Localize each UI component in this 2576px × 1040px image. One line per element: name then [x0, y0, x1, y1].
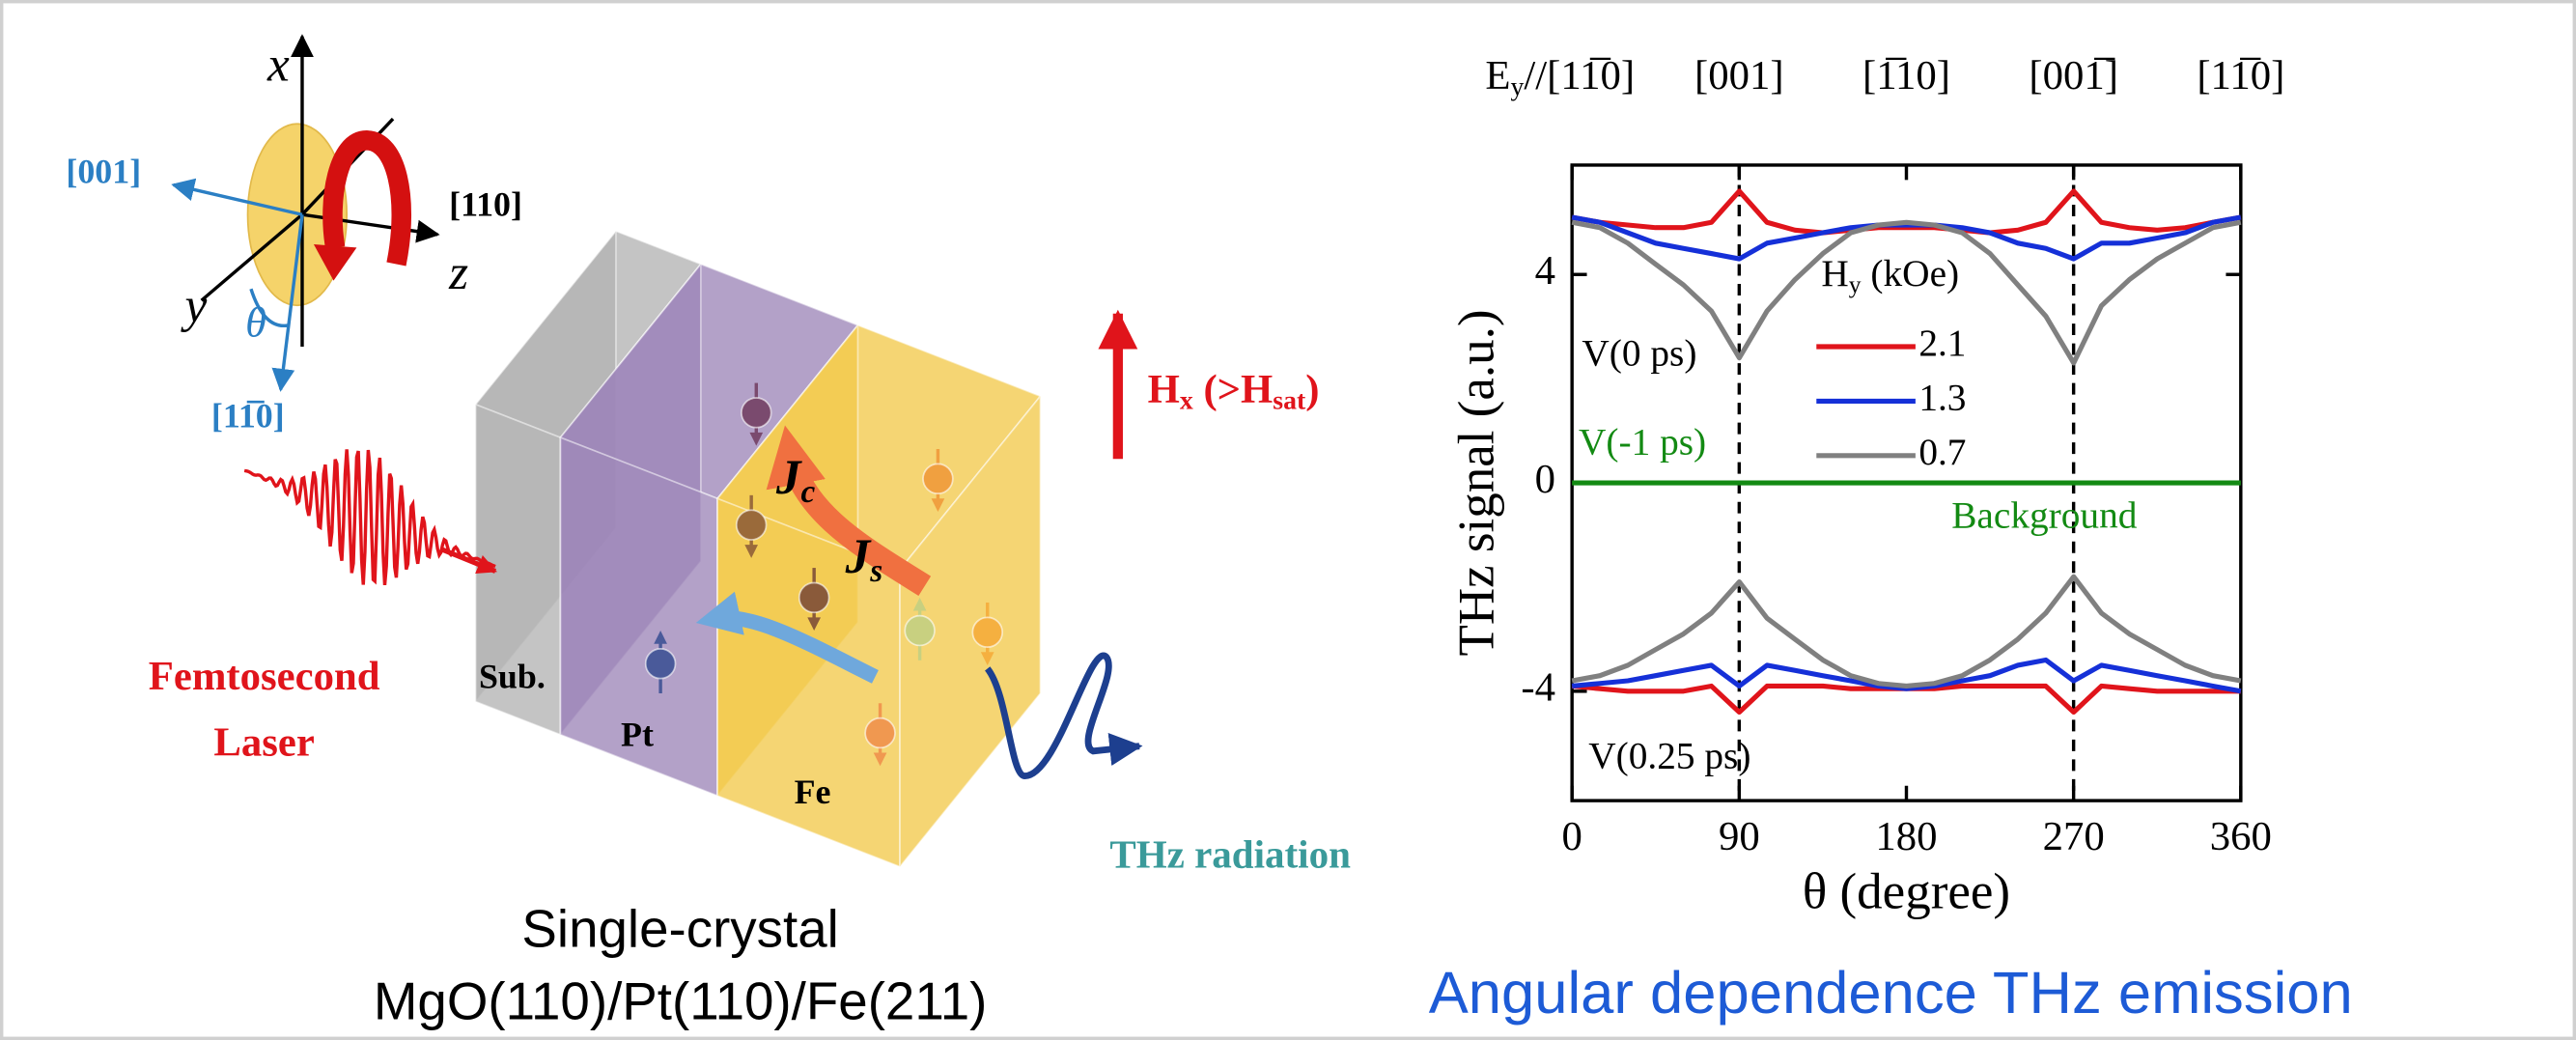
slide: x y z θ [001] [110] [11̅0] Femtosecond Laser Sub.… — [0, 0, 2576, 1040]
legend-title-part: H — [1821, 252, 1848, 295]
field-label-part: H — [1148, 367, 1180, 412]
current-label-part: J — [845, 529, 872, 584]
field-label-part: ) — [1305, 367, 1319, 412]
x-tick-label: 0 — [1561, 814, 1582, 859]
annotation: V(-1 ps) — [1579, 421, 1706, 464]
page: { "diagram": { "axes": {"x": "x", "y": "… — [0, 0, 2576, 1040]
x-axis-label: θ (degree) — [1803, 863, 2010, 919]
y-axis-label: THz signal (a.u.) — [1448, 310, 1504, 657]
x2-tick-label: [1̅10] — [1862, 53, 1950, 98]
layer-label: Sub. — [479, 658, 546, 696]
laser-label: Femtosecond — [149, 654, 380, 699]
annotation: V(0 ps) — [1582, 331, 1696, 374]
field-label-part: sat — [1273, 386, 1306, 416]
laser-label: Laser — [213, 720, 314, 766]
direction-label: [110] — [449, 185, 522, 224]
spin — [972, 617, 1002, 647]
legend-title-part: (kOe) — [1862, 252, 1960, 295]
y-tick-label: -4 — [1521, 665, 1555, 711]
spin — [799, 582, 829, 612]
legend-title: Hy (kOe) — [1821, 252, 1959, 298]
x2-tick-label-part: y — [1511, 72, 1525, 102]
direction-label: [001] — [66, 152, 141, 190]
radiation-label: THz radiation — [1109, 831, 1351, 876]
spin — [646, 649, 676, 679]
legend-label: 2.1 — [1918, 322, 1966, 364]
spin — [742, 398, 771, 428]
caption: Single-crystal — [521, 898, 838, 958]
axis-label: y — [181, 278, 208, 333]
x-tick-label: 180 — [1875, 814, 1937, 859]
y-tick-label: 4 — [1535, 248, 1555, 294]
annotation: V(0.25 ps) — [1588, 734, 1750, 776]
legend-label: 0.7 — [1918, 431, 1966, 473]
spin — [865, 718, 895, 748]
x2-tick-label: [11̅0] — [2197, 53, 2284, 98]
x-tick-label: 90 — [1719, 814, 1760, 859]
x2-tick-label-part: E — [1485, 53, 1510, 98]
baseline-label: Background — [1951, 494, 2138, 537]
direction-label: [11̅0] — [211, 396, 285, 435]
y-tick-label: 0 — [1535, 457, 1555, 502]
x2-tick-label: [001̅] — [2029, 53, 2118, 98]
axis-label: z — [448, 245, 468, 300]
layer-label: Fe — [795, 773, 831, 811]
field-label-part: x — [1180, 386, 1193, 416]
x2-tick-label: [001] — [1694, 53, 1784, 98]
caption: Angular dependence THz emission — [1429, 960, 2353, 1026]
caption: MgO(110)/Pt(110)/Fe(211) — [374, 971, 988, 1031]
x-tick-label: 270 — [2043, 814, 2105, 859]
angle-label: θ — [245, 298, 266, 347]
spin — [905, 616, 935, 646]
current-label-part: c — [800, 474, 815, 510]
layer-label: Pt — [621, 715, 654, 753]
legend-title-part: y — [1849, 270, 1862, 298]
legend-label: 1.3 — [1918, 376, 1966, 418]
current-label-part: s — [869, 553, 882, 589]
spin — [923, 464, 953, 493]
x-tick-label: 360 — [2210, 814, 2272, 859]
axis-label: x — [266, 38, 290, 93]
spin — [737, 510, 767, 540]
field-label-part: (>H — [1193, 367, 1274, 412]
current-label-part: J — [775, 450, 802, 505]
x2-tick-label-part: //[11̅0] — [1524, 53, 1635, 98]
x2-tick-label: Ey//[11̅0] — [1485, 53, 1635, 102]
